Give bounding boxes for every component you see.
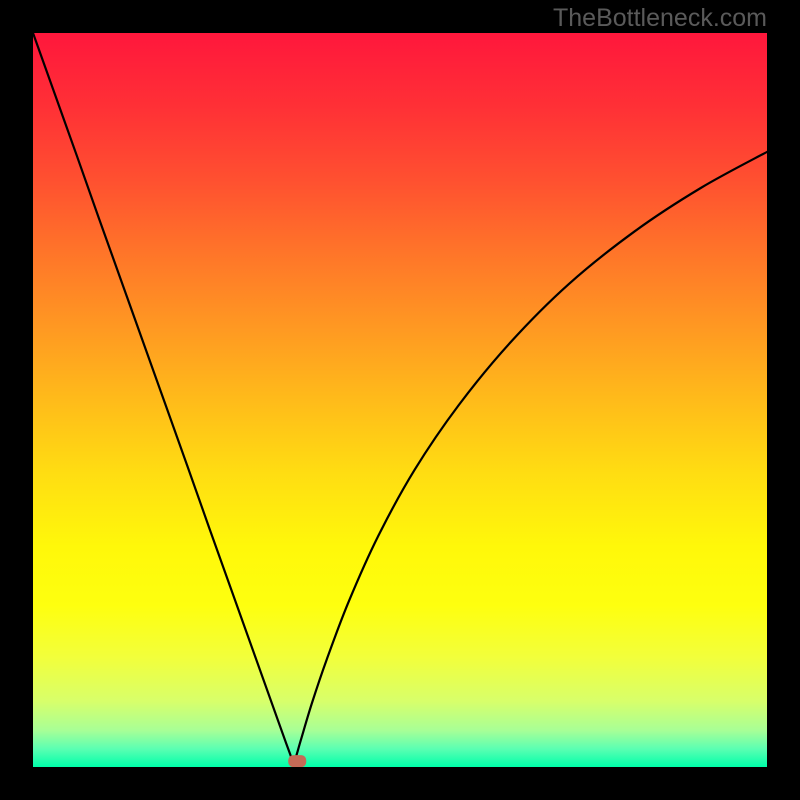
watermark-text: TheBottleneck.com (553, 4, 767, 33)
chart-svg-overlay (0, 0, 800, 800)
bottleneck-curve (33, 33, 767, 762)
optimal-point-marker (288, 755, 306, 767)
chart-container: TheBottleneck.com (0, 0, 800, 800)
